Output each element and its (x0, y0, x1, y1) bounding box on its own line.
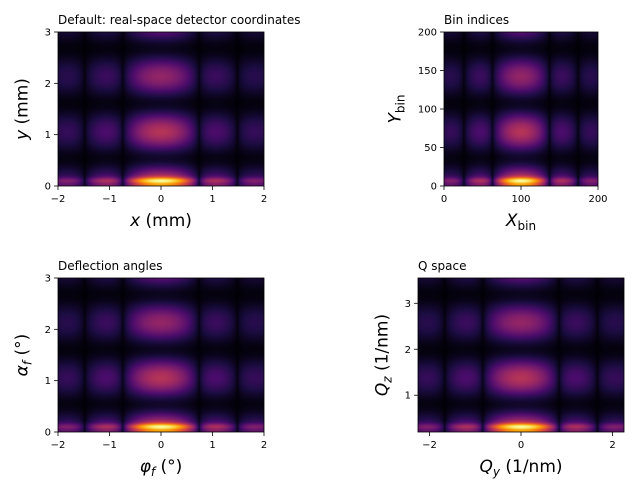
x-tick-label: 0 (158, 440, 164, 451)
x-tick-label: −2 (51, 194, 66, 205)
y-tick-label: 3 (45, 28, 51, 39)
chart-panel-real-space: Default: real-space detector coordinates… (13, 13, 301, 231)
y-tick-label: 0 (431, 182, 437, 193)
x-tick-label: 1 (209, 440, 215, 451)
x-tick-label: −2 (51, 440, 66, 451)
x-axis-label: Qy (1/nm) (479, 457, 562, 479)
y-tick-label: 0 (45, 428, 51, 439)
y-tick-label: 2 (45, 325, 51, 336)
y-tick-label: 2 (405, 345, 411, 356)
heatmap-image-deflection-angles (58, 278, 264, 432)
chart-title: Bin indices (444, 13, 509, 27)
chart-title: Default: real-space detector coordinates (58, 13, 301, 27)
x-axis-label: φf (°) (140, 457, 183, 479)
chart-panel-q-space: Q space −2 0 2 1 2 3 Qy (1/nm) Qz (1/nm) (373, 259, 625, 479)
x-tick-label: 0 (441, 194, 447, 205)
y-tick-label: 1 (45, 376, 51, 387)
chart-panel-deflection-angles: Deflection angles −2 −1 0 1 2 0 1 2 3 φf (°) αf (°) (13, 259, 268, 479)
x-tick-label: 200 (588, 194, 607, 205)
y-tick-label: 200 (418, 28, 437, 39)
y-tick-label: 50 (424, 143, 437, 154)
y-tick-label: 0 (45, 182, 51, 193)
y-tick-label: 3 (45, 274, 51, 285)
x-tick-label: −2 (422, 440, 437, 451)
x-tick-label: 0 (518, 440, 524, 451)
y-tick-label: 100 (418, 105, 437, 116)
y-tick-label: 150 (418, 66, 437, 77)
x-tick-label: 2 (261, 440, 267, 451)
x-tick-label: 2 (261, 194, 267, 205)
y-axis-label: y (mm) (13, 78, 33, 141)
y-axis-label: Qz (1/nm) (373, 314, 395, 396)
y-tick-label: 2 (45, 79, 51, 90)
heatmap-image-q-space (418, 278, 624, 432)
x-tick-label: −1 (102, 440, 117, 451)
x-tick-label: 0 (158, 194, 164, 205)
x-axis-label: x (mm) (129, 211, 192, 231)
x-tick-label: 1 (209, 194, 215, 205)
x-tick-label: 2 (609, 440, 615, 451)
heatmap-image-bin-indices (444, 32, 598, 186)
y-tick-label: 1 (405, 391, 411, 402)
y-axis-label: αf (°) (13, 334, 35, 377)
x-axis-label: Xbin (505, 211, 536, 233)
y-axis-label: Ybin (386, 95, 408, 124)
panels: Default: real-space detector coordinates… (13, 13, 625, 479)
heatmap-image-real-space (58, 32, 264, 186)
x-tick-label: 100 (511, 194, 530, 205)
chart-title: Deflection angles (58, 259, 163, 273)
chart-title: Q space (418, 259, 466, 273)
chart-panel-bin-indices: Bin indices 0 100 200 0 50 100 150 200 Xbin Ybin (386, 13, 608, 233)
x-tick-label: −1 (102, 194, 117, 205)
y-tick-label: 3 (405, 299, 411, 310)
y-tick-label: 1 (45, 130, 51, 141)
